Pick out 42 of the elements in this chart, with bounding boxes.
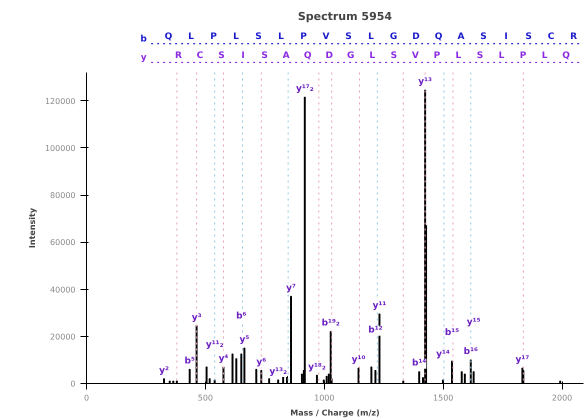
x-tick-label: 500 <box>198 394 214 402</box>
annotation: b¹⁴ <box>412 358 426 369</box>
y-tick-label: 0 <box>70 380 76 388</box>
annotation: b⁶ <box>236 312 247 322</box>
annotation: b¹⁹₂ <box>322 318 340 329</box>
annotation: y⁵ <box>239 335 250 346</box>
annotation: y¹⁴ <box>436 349 450 360</box>
annotation: y¹¹ <box>372 300 386 311</box>
annotation: y¹³ <box>418 77 432 88</box>
x-tick-label: 1500 <box>433 394 454 402</box>
text: y <box>140 53 147 64</box>
y-tick-label: 20000 <box>50 332 76 342</box>
chart-title: Spectrum 5954 <box>298 10 392 23</box>
x-axis-title: Mass / Charge (m/z) <box>290 408 380 418</box>
annotation: b¹² <box>368 326 383 336</box>
annotation: y¹¹₂ <box>206 340 224 350</box>
annotation: y³ <box>192 312 202 323</box>
x-tick-label: 1000 <box>314 394 334 402</box>
annotation: y⁷ <box>286 283 296 294</box>
annotation: y¹⁰ <box>352 355 366 366</box>
text: R C S I S A Q D G L S V P L S L P L Q <box>174 50 570 61</box>
annotation: y¹⁷₂ <box>296 84 314 94</box>
annotation: y⁶ <box>256 358 266 368</box>
text: Q L P L S L P V S L G D Q A S I S C R <box>164 32 578 42</box>
annotation: y¹³₂ <box>269 366 288 377</box>
annotation: y⁴ <box>218 354 228 364</box>
y-tick-label: 120000 <box>44 96 76 106</box>
annotation: b⁵ <box>184 356 195 366</box>
annotation: b¹⁶ <box>464 346 478 357</box>
annotation: b¹⁵ <box>444 328 460 338</box>
annotation: y¹⁷ <box>516 355 530 366</box>
y-tick-label: 100000 <box>44 144 76 153</box>
x-tick-label: 0 <box>84 394 90 402</box>
x-tick-label: 2000 <box>552 394 572 402</box>
annotation: y² <box>159 366 169 376</box>
y-axis-title: Intensity <box>28 207 37 248</box>
y-tick-label: 80000 <box>50 191 76 200</box>
y-tick-label: 60000 <box>50 238 76 248</box>
annotation: y¹⁸₂ <box>308 362 326 372</box>
y-tick-label: 40000 <box>50 285 76 294</box>
annotation: y¹⁵ <box>466 317 481 328</box>
text: b <box>140 34 148 44</box>
